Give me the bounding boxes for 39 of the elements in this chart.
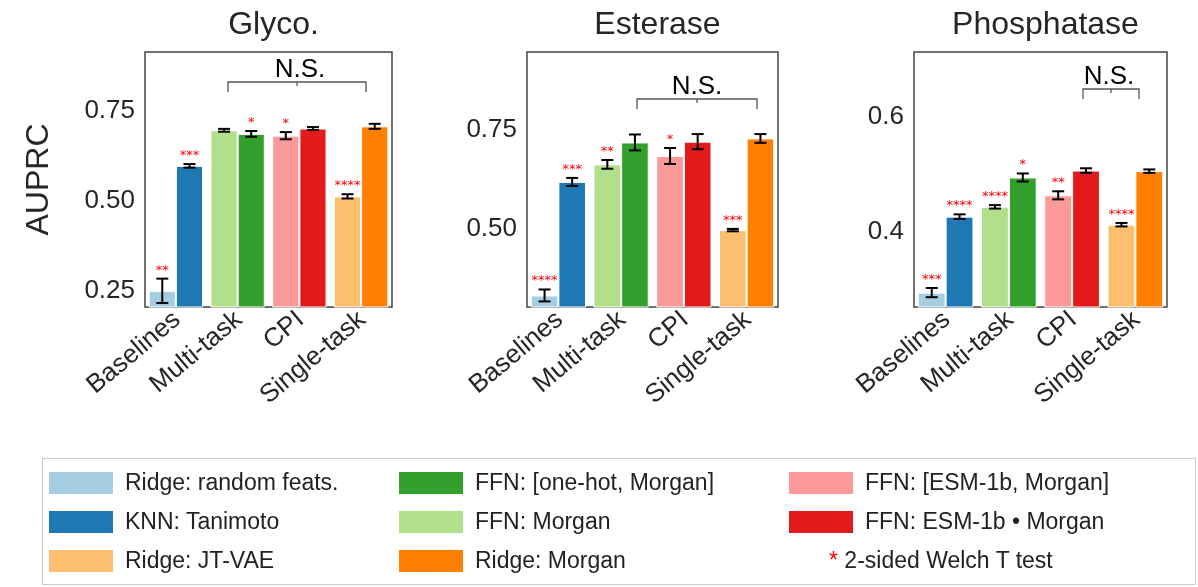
text: * 2-sided Welch T test — [828, 547, 1053, 574]
data-label: **** — [531, 272, 559, 288]
legend-label: FFN: Morgan — [475, 508, 611, 535]
y-tick-label: 0.4 — [867, 215, 904, 246]
data-label: **** — [946, 197, 974, 213]
legend-label: Ridge: random feats. — [125, 469, 339, 496]
annotation: N.S. — [671, 69, 723, 101]
y-tick-label: 0.50 — [466, 212, 517, 243]
data-label: * — [247, 114, 255, 130]
data-label: *** — [921, 271, 942, 286]
chart-title: Esterase — [594, 5, 721, 41]
data-label: **** — [334, 177, 362, 193]
annotation: N.S. — [1083, 59, 1135, 91]
chart-title: Glyco. — [228, 5, 319, 41]
data-label: *** — [562, 160, 583, 176]
legend-label: FFN: [ESM-1b, Morgan] — [865, 469, 1110, 496]
y-tick-label: 0.25 — [84, 274, 135, 305]
y-tick-label: 0.6 — [867, 100, 904, 131]
data-label: * — [282, 115, 290, 131]
data-label: *** — [723, 211, 744, 227]
y-tick-label: 0.75 — [466, 112, 517, 143]
data-label: * — [1019, 156, 1027, 172]
y-tick-label: 0.50 — [84, 184, 135, 215]
data-label: ** — [600, 142, 615, 158]
legend-label: KNN: Tanimoto — [125, 508, 280, 535]
y-axis-title: AUPRC — [19, 123, 55, 236]
annotation: N.S. — [274, 52, 326, 84]
legend-label: Ridge: Morgan — [475, 547, 626, 574]
data-label: **** — [981, 188, 1009, 204]
data-label: * — [666, 131, 674, 147]
legend-label: FFN: ESM-1b • Morgan — [865, 508, 1105, 535]
data-label: **** — [1108, 205, 1135, 221]
y-tick-label: 0.75 — [84, 94, 135, 125]
chart-title: Phosphatase — [952, 5, 1139, 41]
data-label: *** — [179, 147, 200, 163]
data-label: ** — [1051, 174, 1066, 190]
legend-label: Ridge: JT-VAE — [125, 547, 275, 574]
data-label: ** — [155, 261, 170, 277]
legend-label: FFN: [one-hot, Morgan] — [475, 469, 715, 496]
